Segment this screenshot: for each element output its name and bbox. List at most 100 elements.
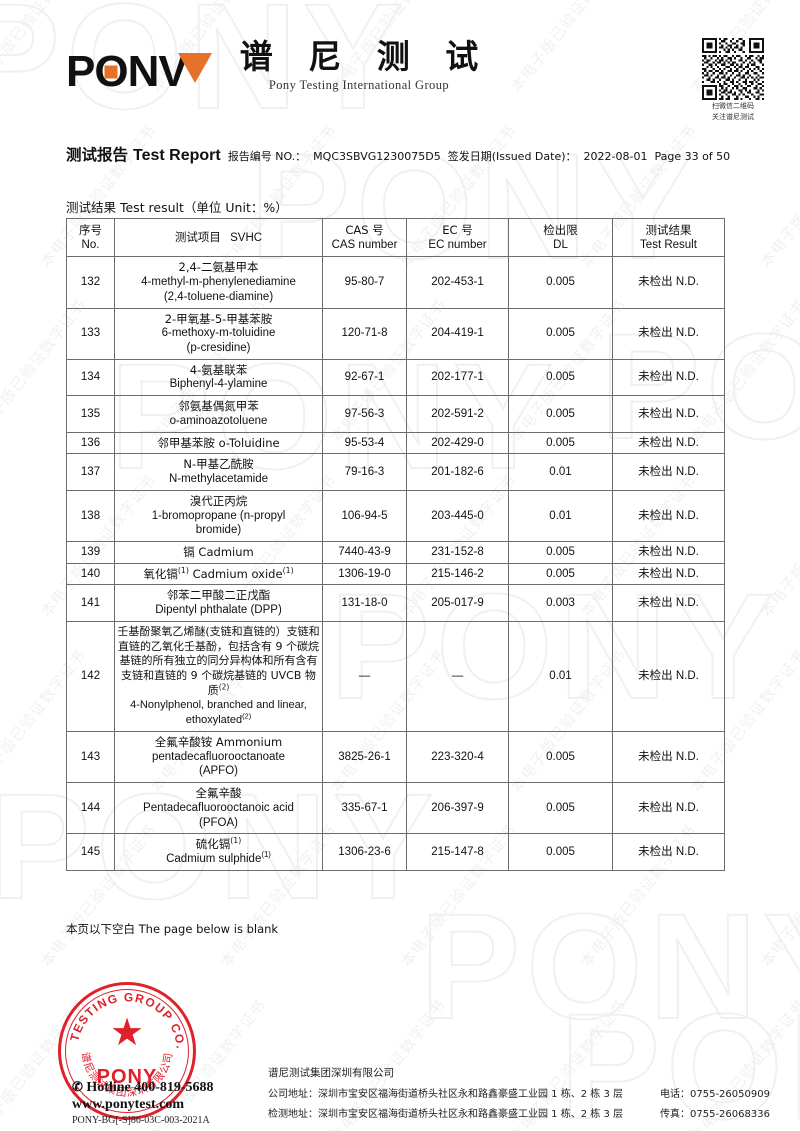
cell-no: 134 [66,358,115,397]
seal-center-word: PONY [96,1065,158,1088]
lab-address: 检测地址：深圳市宝安区福海街道桥头社区永和路鑫豪盛工业园 1 栋、2 栋 3 层 [268,1109,623,1120]
cell-no: 141 [66,584,115,622]
cell-no: 139 [66,540,115,564]
brand-name-en: Pony Testing International Group [268,77,449,92]
cell-ec: 204-419-1 [406,307,509,360]
report-title-row: 测试报告 Test Report 报告编号 NO.： MQC3SBVG12300… [66,143,730,165]
footer-company-address-row: 公司地址：深圳市宝安区福海街道桥头社区永和路鑫豪盛工业园 1 栋、2 栋 3 层… [268,1085,770,1100]
col-header-no: 序号 No. [66,217,115,258]
cell-dl: 0.01 [508,620,613,732]
table-row: 137 N-甲基乙酰胺 N-methylacetamide 79-16-3 201-18… [66,453,725,491]
col-header-dl: 检出限 DL [508,217,613,258]
cell-result: 未检出 N.D. [612,453,725,491]
col-header-result: 测试结果 Test Result [612,217,725,258]
test-result-caption: 测试结果 Test result（单位 Unit：%） [66,200,288,215]
cell-dl: 0.01 [508,453,613,491]
table-row: 145 硫化镉(1) Cadmium sulphide(1) 1306-23-6 215… [66,833,725,871]
cell-svhc: 2,4-二氨基甲本 4-methyl-m-phenylenediamine (2,4… [114,256,323,309]
orange-square-accent [104,65,118,79]
cell-svhc: 邻甲基苯胺 o-Toluidine [114,431,323,455]
cell-dl: 0.005 [508,730,613,784]
pony-o-letter: O [94,49,128,93]
cell-cas: 95-53-4 [322,431,407,455]
cell-no: 133 [66,307,115,360]
cell-no: 144 [66,782,115,835]
cell-cas: 97-56-3 [322,395,407,433]
phone-icon: ✆ [72,1079,83,1094]
cell-result: 未检出 N.D. [612,256,725,309]
footer-lab-address-row: 检测地址：深圳市宝安区福海街道桥头社区永和路鑫豪盛工业园 1 栋、2 栋 3 层… [268,1105,770,1120]
cell-cas: 92-67-1 [322,358,407,397]
cell-result: 未检出 N.D. [612,489,725,542]
cell-no: 138 [66,489,115,542]
cell-cas: 106-94-5 [322,489,407,542]
table-row: 136 邻甲基苯胺 o-Toluidine 95-53-4 202-429-0 0.00… [66,431,725,455]
cell-svhc: 溴代正丙烷 1-bromopropane (n-propyl bromide) [114,489,323,542]
qr-code-icon [702,38,764,100]
col-header-ec: EC 号 EC number [406,217,509,258]
cell-ec: 203-445-0 [406,489,509,542]
cell-no: 143 [66,730,115,784]
pony-wordmark: P O N V [66,49,212,93]
table-row: 135 邻氨基偶氮甲苯 o-aminoazotoluene 97-56-3 202-59… [66,395,725,433]
footer-company-block: 谱尼测试集团深圳有限公司 公司地址：深圳市宝安区福海街道桥头社区永和路鑫豪盛工业… [268,1065,770,1120]
table-row: 132 2,4-二氨基甲本 4-methyl-m-phenylenediamine(… [66,256,725,309]
cell-svhc: 2-甲氧基-5-甲基苯胺 6-methoxy-m-toluidine (p-cres… [114,307,323,360]
cell-dl: 0.003 [508,584,613,622]
seal-inner-ring [65,989,189,1113]
telephone: 电话：0755-26050909 [660,1089,770,1100]
wechat-qr-block: 扫微信二维码 关注谱尼测试 [696,38,770,123]
table-row: 138 溴代正丙烷 1-bromopropane (n-propyl bromide)… [66,489,725,542]
cell-result: 未检出 N.D. [612,833,725,871]
report-no-value: MQC3SBVG1230075D5 [313,150,441,163]
cell-ec: 206-397-9 [406,782,509,835]
cell-result: 未检出 N.D. [612,358,725,397]
cell-dl: 0.005 [508,431,613,455]
cell-no: 137 [66,453,115,491]
col-header-cas: CAS 号 CAS number [322,217,407,258]
cell-svhc: 全氟辛酸铵 Ammonium pentadecafluorooctanoate (A… [114,730,323,784]
cell-dl: 0.01 [508,489,613,542]
cell-result: 未检出 N.D. [612,540,725,564]
cell-cas: 120-71-8 [322,307,407,360]
cell-ec: 215-146-2 [406,562,509,586]
cell-cas: 1306-23-6 [322,833,407,871]
qr-caption-line1: 扫微信二维码 [712,102,754,110]
qr-caption-line2: 关注谱尼测试 [712,113,754,122]
report-title-cn: 测试报告 [66,146,129,164]
cell-ec: 202-177-1 [406,358,509,397]
website-link[interactable]: www.ponytest.com [72,1097,184,1112]
table-row: 140 氧化镉(1) Cadmium oxide(1) 1306-19-0 215-1… [66,562,725,586]
cell-svhc: 全氟辛酸 Pentadecafluorooctanoic acid (PFOA) [114,782,323,835]
cell-dl: 0.005 [508,256,613,309]
cell-cas: 3825-26-1 [322,730,407,784]
cell-dl: 0.005 [508,540,613,564]
cell-result: 未检出 N.D. [612,620,725,732]
cell-svhc: 4-氨基联苯 Biphenyl-4-ylamine [114,358,323,397]
cell-dl: 0.005 [508,395,613,433]
cell-result: 未检出 N.D. [612,562,725,586]
company-address: 公司地址：深圳市宝安区福海街道桥头社区永和路鑫豪盛工业园 1 栋、2 栋 3 层 [268,1089,623,1100]
cell-svhc: 镉 Cadmium [114,540,323,564]
page-blank-note: 本页以下空白 The page below is blank [66,922,279,936]
table-row: 141 邻苯二甲酸二正戊酯 Dipentyl phthalate (DPP) 131-… [66,584,725,622]
issued-date-label: 签发日期(Issued Date)： [447,150,577,163]
table-row: 133 2-甲氧基-5-甲基苯胺 6-methoxy-m-toluidine (p-c… [66,307,725,360]
cell-result: 未检出 N.D. [612,307,725,360]
table-row: 144 全氟辛酸 Pentadecafluorooctanoic acid (PFOA… [66,782,725,835]
cell-svhc: 硫化镉(1) Cadmium sulphide(1) [114,833,323,871]
cell-no: 132 [66,256,115,309]
cell-no: 136 [66,431,115,455]
cell-cas: 95-80-7 [322,256,407,309]
cell-no: 142 [66,620,115,732]
cell-ec: 231-152-8 [406,540,509,564]
footer-company-name: 谱尼测试集团深圳有限公司 [268,1067,394,1079]
cell-result: 未检出 N.D. [612,431,725,455]
company-logo: P O N V 谱 尼 测 试 Pony Testing Internation… [66,39,490,93]
table-body: 132 2,4-二氨基甲本 4-methyl-m-phenylenediamine(… [66,256,725,871]
cell-svhc: 氧化镉(1) Cadmium oxide(1) [114,562,323,586]
cell-result: 未检出 N.D. [612,584,725,622]
table-row: 142 壬基酚聚氧乙烯醚(支链和直链的）支链和直链的乙氧化壬基酚，包括含有 9 个… [66,620,725,732]
fax: 传真：0755-26068336 [660,1109,770,1120]
cell-cas: 1306-19-0 [322,562,407,586]
